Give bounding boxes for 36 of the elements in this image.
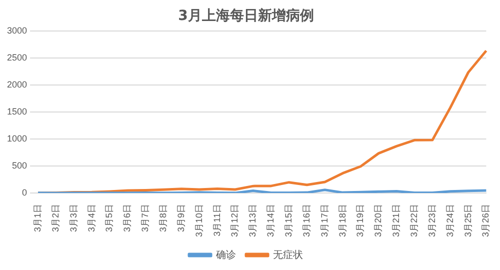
y-tick-label: 2500 <box>6 52 28 62</box>
x-tick-label: 3月12日 <box>230 204 240 238</box>
x-tick-label: 3月1日 <box>32 204 43 232</box>
x-tick-label: 3月22日 <box>408 204 419 238</box>
x-tick-label: 3月16日 <box>301 204 312 238</box>
x-tick-label: 3月2日 <box>50 204 60 232</box>
x-tick-label: 3月8日 <box>158 204 168 232</box>
y-tick-label: 0 <box>22 187 28 198</box>
x-tick-label: 3月15日 <box>283 204 294 238</box>
x-tick-label: 3月24日 <box>444 204 455 238</box>
legend-label: 无症状 <box>273 248 303 261</box>
x-tick-label: 3月5日 <box>104 204 114 232</box>
legend-label: 确诊 <box>215 248 236 261</box>
x-tick-label: 3月3日 <box>68 204 78 232</box>
y-tick-label: 500 <box>12 160 28 170</box>
y-tick-label: 1000 <box>6 133 28 144</box>
y-tick-label: 3000 <box>6 25 28 36</box>
x-tick-label: 3月18日 <box>337 204 348 238</box>
x-tick-label: 3月4日 <box>86 204 96 232</box>
x-tick-label: 3月7日 <box>140 204 150 232</box>
x-tick-label: 3月21日 <box>391 204 402 238</box>
x-tick-label: 3月17日 <box>319 204 330 238</box>
y-tick-label: 2000 <box>6 79 28 90</box>
x-tick-label: 3月19日 <box>355 204 366 238</box>
x-tick-label: 3月26日 <box>480 204 491 238</box>
chart-title: 3月上海每日新增病例 <box>178 7 314 24</box>
x-tick-label: 3月6日 <box>122 204 132 232</box>
x-tick-label: 3月13日 <box>248 204 258 238</box>
x-tick-label: 3月9日 <box>176 204 186 232</box>
x-tick-label: 3月20日 <box>373 204 384 238</box>
x-tick-label: 3月11日 <box>212 204 222 236</box>
x-tick-label: 3月14日 <box>266 204 276 238</box>
x-tick-label: 3月25日 <box>462 204 473 238</box>
x-tick-label: 3月23日 <box>426 204 437 238</box>
x-tick-label: 3月10日 <box>194 204 204 238</box>
y-tick-label: 1500 <box>6 106 28 116</box>
